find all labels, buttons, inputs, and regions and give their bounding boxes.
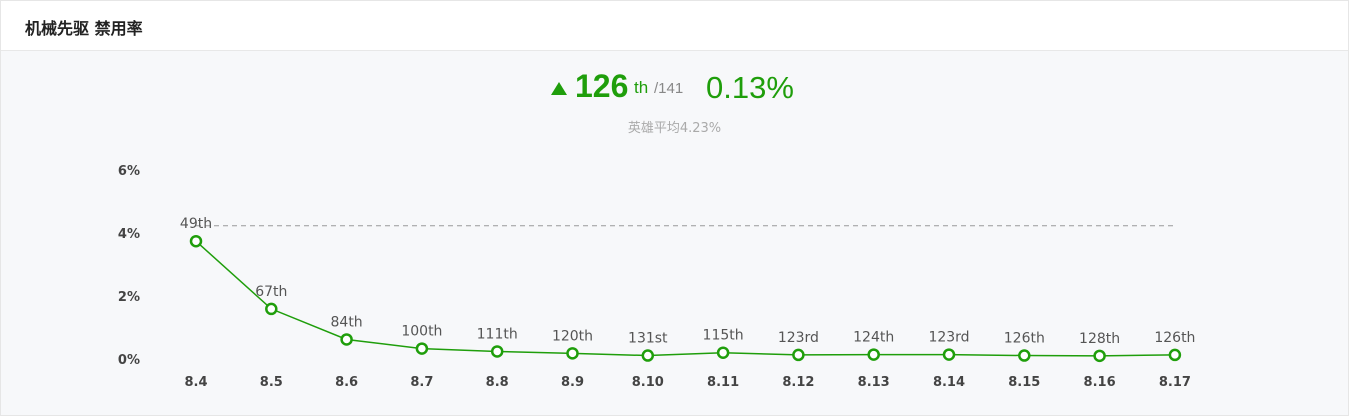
x-tick-label: 8.15	[1008, 375, 1040, 390]
data-point	[490, 345, 504, 358]
data-point	[1093, 349, 1106, 363]
x-tick-label: 8.8	[486, 375, 509, 390]
x-tick-label: 8.11	[707, 375, 739, 390]
y-tick-label: 0%	[118, 353, 140, 368]
hero-average: 英雄平均4.23%	[627, 121, 722, 136]
rank-number: 126	[575, 68, 629, 104]
data-point	[1018, 349, 1031, 362]
x-tick-label: 8.16	[1084, 375, 1116, 390]
data-point	[716, 346, 730, 359]
x-tick-label: 8.14	[933, 375, 965, 390]
x-tick-label: 8.6	[335, 375, 358, 390]
rank-summary: 126 th /141 0.13%	[0, 66, 1349, 110]
x-tick-label: 8.13	[858, 375, 890, 390]
data-point	[566, 347, 579, 360]
rank-label: 128th	[1079, 331, 1120, 347]
ban-rate-value: 0.13%	[706, 70, 794, 105]
panel-title: 机械先驱 禁用率	[25, 19, 143, 38]
rank-suffix: th	[634, 78, 649, 97]
y-tick-label: 6%	[118, 164, 140, 179]
rank-label: 49th	[180, 216, 212, 232]
data-point	[340, 333, 353, 346]
x-tick-label: 8.4	[184, 375, 207, 390]
data-point	[265, 302, 278, 316]
x-tick-label: 8.9	[561, 375, 584, 390]
panel-header: 机械先驱 禁用率	[1, 1, 1348, 51]
rank-label: 126th	[1154, 330, 1195, 346]
up-triangle-icon	[551, 82, 567, 95]
rank-label: 123rd	[778, 330, 819, 346]
rank-label: 67th	[255, 284, 287, 300]
rank-label: 115th	[703, 328, 744, 344]
data-point	[189, 234, 203, 248]
x-tick-label: 8.17	[1159, 375, 1191, 390]
data-point	[641, 349, 655, 362]
data-point	[792, 348, 805, 362]
data-point	[942, 348, 956, 361]
x-tick-label: 8.7	[410, 375, 433, 390]
series-line	[195, 240, 1175, 357]
rank-label: 111th	[477, 326, 518, 342]
rank-label: 84th	[331, 314, 363, 330]
rank-label: 126th	[1004, 331, 1045, 347]
x-tick-label: 8.12	[782, 375, 814, 390]
rank-label: 120th	[552, 328, 593, 344]
rank-total: /141	[654, 80, 684, 97]
rank-label: 124th	[853, 330, 894, 346]
rank-label: 100th	[401, 324, 442, 340]
y-tick-label: 4%	[118, 227, 140, 242]
rank-label: 131st	[628, 331, 668, 347]
y-tick-label: 2%	[118, 290, 140, 305]
data-point	[867, 348, 880, 361]
data-point	[415, 342, 429, 355]
data-point	[1168, 348, 1182, 362]
x-tick-label: 8.10	[632, 375, 664, 390]
rank-label: 123rd	[928, 330, 969, 346]
x-tick-label: 8.5	[260, 375, 283, 390]
